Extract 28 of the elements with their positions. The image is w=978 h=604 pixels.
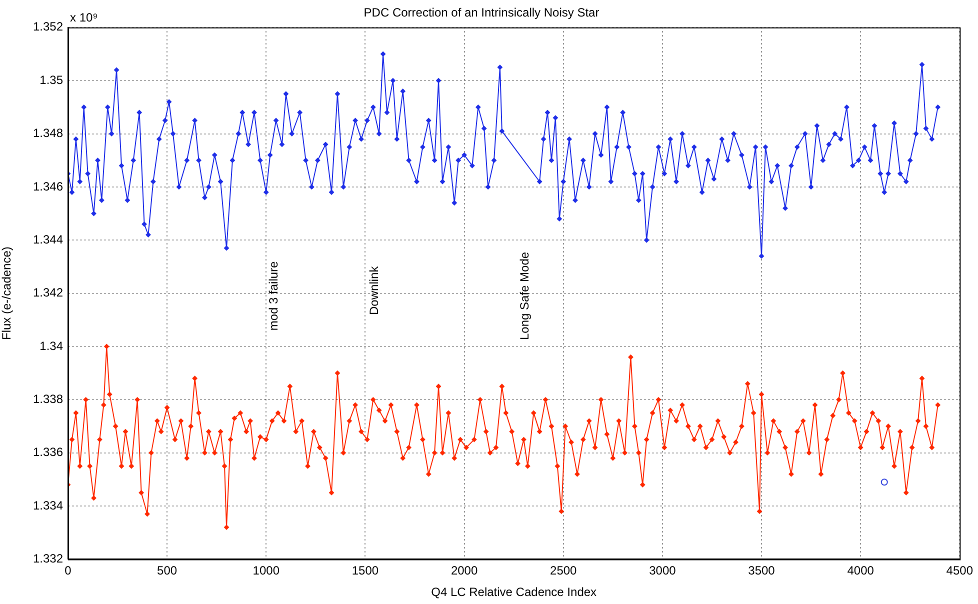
x-axis-title: Q4 LC Relative Cadence Index	[431, 585, 597, 600]
y-tick-label: 1.338	[32, 392, 64, 406]
y-tick-label: 1.34	[40, 338, 64, 353]
x-tick-label: 2500	[550, 564, 578, 578]
x-tick-label: 3500	[748, 564, 776, 578]
x-tick-label: 4000	[847, 564, 874, 578]
annotation: mod 3 failure	[266, 260, 280, 331]
x-tick-label: 500	[157, 564, 178, 578]
y-tick-label: 1.346	[32, 179, 64, 194]
annotation: Long Safe Mode	[518, 252, 532, 340]
text: x 10⁹	[70, 10, 98, 25]
y-axis-title: Flux (e-/cadence)	[0, 246, 14, 340]
x-tick-label: 2000	[450, 564, 478, 578]
y-tick-label: 1.348	[32, 126, 64, 140]
x-tick-label: 3000	[649, 564, 676, 578]
x-tick-label: 0	[64, 564, 72, 578]
y-tick-label: 1.334	[32, 498, 64, 512]
y-tick-label: 1.342	[32, 286, 64, 300]
annotation: Downlink	[367, 265, 382, 315]
y-tick-label: 1.336	[32, 445, 64, 460]
y-tick-label: 1.352	[32, 20, 64, 34]
x-tick-label: 1500	[352, 564, 379, 578]
x-tick-label: 1000	[252, 564, 280, 578]
x-tick-label: 4500	[946, 564, 974, 578]
y-tick-label: 1.344	[32, 232, 64, 246]
chart-title: PDC Correction of an Intrinsically Noisy Star	[364, 6, 600, 20]
y-tick-label: 1.35	[40, 72, 64, 87]
y-tick-label: 1.332	[32, 552, 64, 566]
